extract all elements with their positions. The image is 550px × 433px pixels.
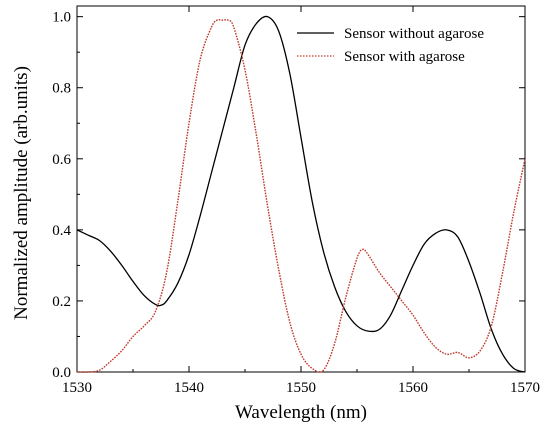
x-tick-label: 1570 bbox=[510, 380, 540, 396]
axes: 1530 1540 1550 1560 1570 0.0 0.2 0.4 0.6 0.8 1.0 bbox=[52, 5, 540, 396]
x-tick-label: 1540 bbox=[174, 380, 204, 396]
y-tick-label: 0.0 bbox=[52, 365, 71, 381]
x-axis-label: Wavelength (nm) bbox=[235, 402, 367, 423]
y-tick-label: 0.8 bbox=[52, 81, 71, 97]
y-tick-label: 1.0 bbox=[52, 10, 71, 26]
series-line-with-agarose bbox=[76, 18, 526, 373]
x-tick-label: 1560 bbox=[398, 380, 428, 396]
x-tick-label: 1530 bbox=[62, 380, 92, 396]
y-tick-label: 0.6 bbox=[52, 152, 71, 168]
x-tick-label: 1550 bbox=[286, 380, 316, 396]
y-axis-label: Normalized amplitude (arb.units) bbox=[11, 66, 32, 320]
legend: Sensor without agarose Sensor with agaro… bbox=[297, 26, 484, 65]
y-tick-label: 0.4 bbox=[52, 223, 71, 239]
series-group bbox=[76, 15, 526, 373]
y-tick-label: 0.2 bbox=[52, 294, 71, 310]
legend-label-without-agarose: Sensor without agarose bbox=[344, 26, 484, 42]
series-line-without-agarose bbox=[76, 15, 526, 373]
legend-label-with-agarose: Sensor with agarose bbox=[344, 49, 465, 65]
